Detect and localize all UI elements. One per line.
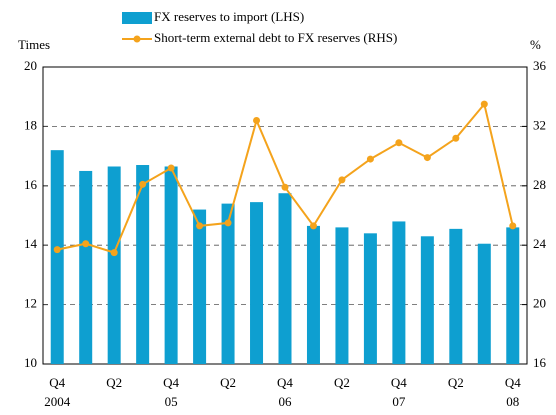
- bar: [420, 236, 434, 364]
- bar: [79, 170, 93, 364]
- x-tick-label: Q2: [220, 375, 236, 390]
- line-marker: [281, 183, 289, 191]
- legend-label: Short-term external debt to FX reserves …: [154, 30, 397, 45]
- bar: [335, 227, 349, 364]
- line-marker: [110, 249, 118, 257]
- x-tick-label: Q4: [163, 375, 179, 390]
- x-year-label: 06: [279, 394, 293, 409]
- y2-tick-label: 20: [533, 296, 546, 311]
- line-marker: [253, 116, 261, 124]
- bar: [477, 243, 491, 364]
- legend-label: FX reserves to import (LHS): [154, 9, 304, 24]
- bar: [392, 221, 406, 364]
- y2-tick-label: 32: [533, 117, 546, 132]
- y-tick-label: 10: [24, 355, 37, 370]
- line-marker: [167, 164, 175, 172]
- y2-axis-label: %: [530, 37, 541, 52]
- line-marker: [224, 219, 232, 227]
- x-tick-label: Q2: [106, 375, 122, 390]
- y-tick-label: 14: [24, 236, 38, 251]
- bar: [136, 165, 150, 364]
- x-year-label: 07: [392, 394, 406, 409]
- bar: [306, 225, 320, 364]
- line-marker: [338, 176, 346, 184]
- y-axis-label: Times: [18, 37, 50, 52]
- y-tick-label: 20: [24, 58, 37, 73]
- bar: [506, 227, 520, 364]
- bar: [250, 202, 264, 364]
- line-marker: [509, 222, 517, 230]
- line-marker: [395, 139, 403, 147]
- bar: [449, 228, 463, 364]
- bar: [164, 166, 178, 364]
- line-marker: [53, 246, 61, 254]
- bar: [363, 233, 377, 364]
- y2-tick-label: 36: [533, 58, 547, 73]
- bar: [278, 193, 292, 364]
- x-tick-label: Q4: [505, 375, 521, 390]
- line-marker: [452, 134, 460, 142]
- line-marker: [423, 154, 431, 162]
- line-marker: [366, 155, 374, 163]
- line-marker: [82, 240, 90, 248]
- y-tick-label: 12: [24, 296, 37, 311]
- y-tick-label: 16: [24, 177, 38, 192]
- legend-swatch-marker: [133, 35, 141, 43]
- bar: [221, 203, 235, 364]
- x-tick-label: Q2: [334, 375, 350, 390]
- y2-tick-label: 16: [533, 355, 547, 370]
- bar: [107, 166, 121, 364]
- line-marker: [480, 100, 488, 108]
- x-year-label: 2004: [44, 394, 71, 409]
- y2-tick-label: 28: [533, 177, 546, 192]
- legend-swatch: [122, 12, 152, 24]
- y2-tick-label: 24: [533, 236, 547, 251]
- line-marker: [309, 222, 317, 230]
- line-marker: [196, 222, 204, 230]
- y-tick-label: 18: [24, 117, 37, 132]
- x-tick-label: Q2: [448, 375, 464, 390]
- bar: [50, 150, 64, 364]
- x-tick-label: Q4: [277, 375, 293, 390]
- line-marker: [139, 180, 147, 188]
- x-tick-label: Q4: [49, 375, 65, 390]
- x-year-label: 05: [165, 394, 178, 409]
- x-tick-label: Q4: [391, 375, 407, 390]
- x-year-label: 08: [506, 394, 519, 409]
- bar: [193, 209, 207, 364]
